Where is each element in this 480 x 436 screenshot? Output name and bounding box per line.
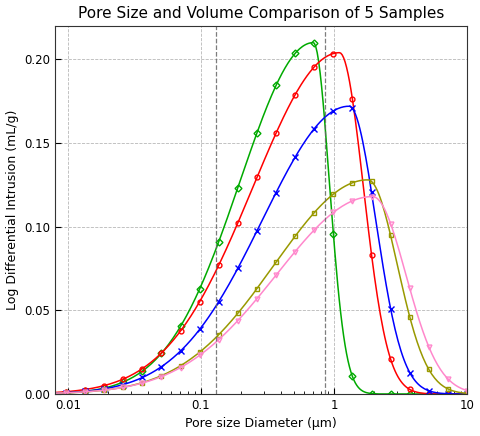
Title: Pore Size and Volume Comparison of 5 Samples: Pore Size and Volume Comparison of 5 Sam…	[78, 6, 444, 20]
Y-axis label: Log Differential Intrusion (mL/g): Log Differential Intrusion (mL/g)	[6, 110, 19, 310]
X-axis label: Pore size Diameter (μm): Pore size Diameter (μm)	[185, 417, 337, 430]
